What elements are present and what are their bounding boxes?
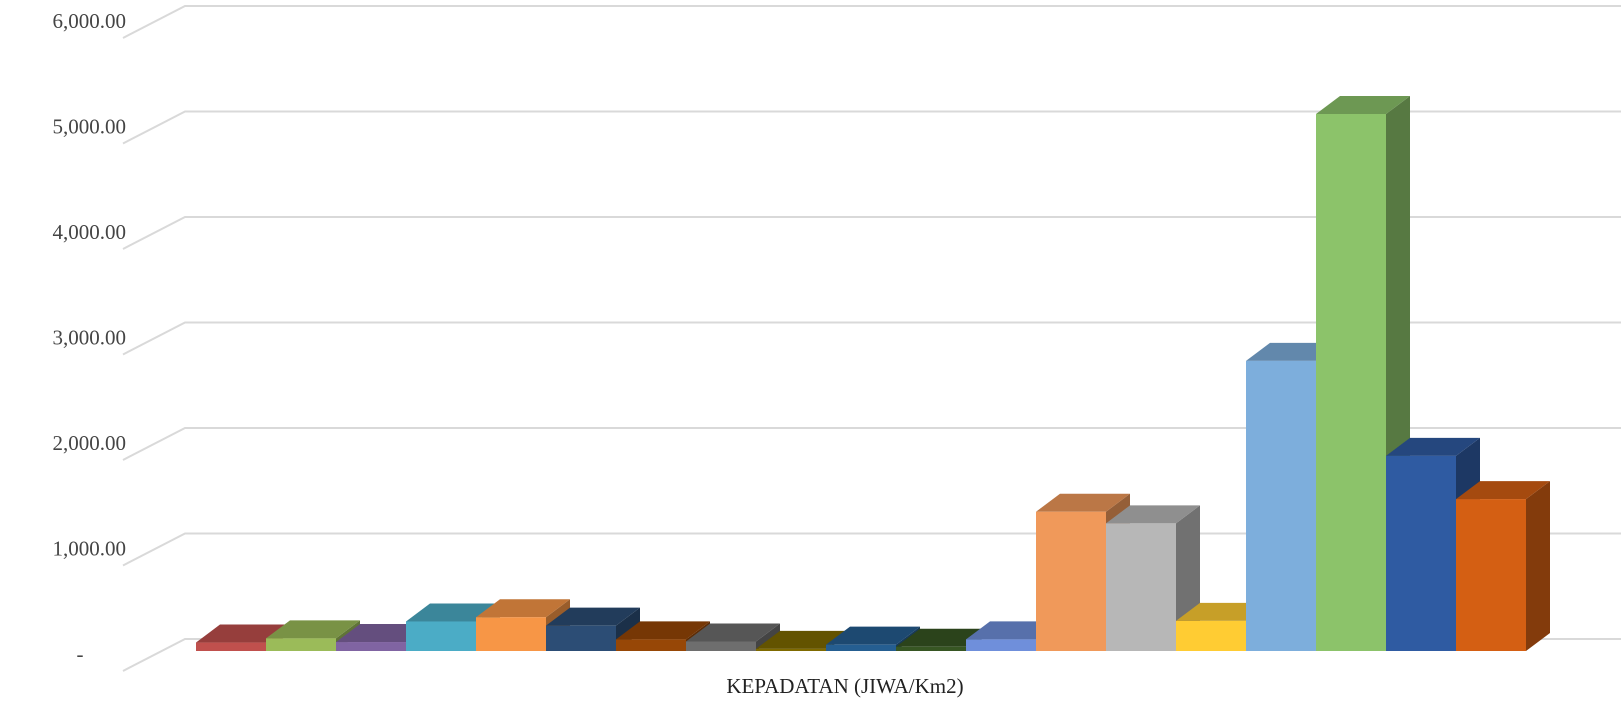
gridlines [122, 5, 1621, 672]
bar [1456, 481, 1550, 651]
bar-front [546, 625, 616, 651]
bar [1316, 96, 1410, 651]
bar-front [406, 621, 476, 651]
bar-top [1036, 493, 1130, 512]
y-tick-label: - [77, 642, 84, 666]
y-tick-label: 1,000.00 [53, 537, 127, 561]
bar-side [756, 623, 780, 651]
bar-front [1386, 455, 1456, 651]
bar-front [686, 641, 756, 651]
bar-top [1386, 437, 1480, 456]
y-tick-label: 6,000.00 [53, 9, 127, 33]
bar-front [196, 642, 266, 651]
bar-top [1316, 96, 1410, 115]
bar-front [1246, 360, 1316, 651]
bar-top [546, 607, 640, 626]
bar-top [616, 621, 710, 640]
x-axis-label: KEPADATAN (JIWA/Km2) [726, 674, 963, 698]
bar-front [476, 617, 546, 651]
bar-front [1176, 620, 1246, 651]
y-tick-label: 2,000.00 [53, 431, 127, 455]
bar-top [686, 623, 780, 642]
bar-front [826, 644, 896, 651]
gridline [122, 427, 1621, 461]
bar [686, 623, 780, 651]
bar-front [1456, 499, 1526, 651]
bar-top [826, 626, 920, 645]
gridline [122, 110, 1621, 145]
y-tick-label: 4,000.00 [53, 220, 127, 244]
bar-front [756, 648, 826, 651]
bar-front [1106, 523, 1176, 651]
gridline [122, 5, 1621, 39]
bar-front [1036, 511, 1106, 651]
bar-side [1526, 481, 1550, 651]
bar-top [266, 620, 360, 639]
gridline [122, 321, 1621, 356]
bar-front [336, 642, 406, 651]
bar-top [476, 599, 570, 618]
bar-front [616, 639, 686, 651]
y-tick-label: 5,000.00 [53, 115, 127, 139]
bar-front [266, 638, 336, 651]
bar-top [1106, 505, 1200, 524]
bar-front [1316, 114, 1386, 651]
y-axis-tick-labels: - 1,000.00 2,000.00 3,000.00 4,000.00 5,000.0… [53, 9, 127, 666]
gridline [122, 216, 1621, 250]
bar-front [966, 639, 1036, 651]
y-tick-label: 3,000.00 [53, 326, 127, 350]
bar-front [896, 646, 966, 651]
bar-top [1456, 481, 1550, 500]
bars [196, 96, 1550, 651]
